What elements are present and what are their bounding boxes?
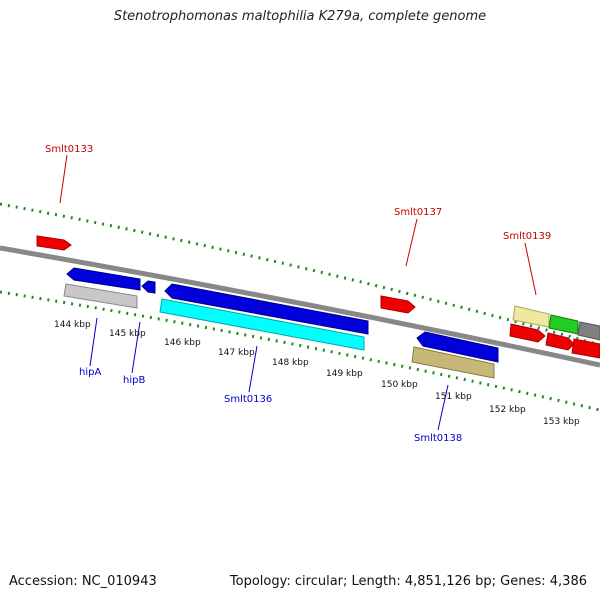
tick-label: 144 kbp (54, 320, 91, 330)
genome-backbone (0, 245, 600, 368)
gene-label-smlt0133[interactable]: Smlt0133 (45, 144, 93, 155)
genome-stats: Topology: circular; Length: 4,851,126 bp… (229, 574, 587, 589)
feature-smlt0139[interactable] (509, 305, 600, 359)
tick-label: 145 kbp (109, 329, 146, 339)
feature-hipa-gene (63, 283, 138, 309)
tick-label: 151 kbp (435, 392, 472, 402)
tick-label: 146 kbp (164, 338, 201, 348)
feature-hipb[interactable] (141, 280, 156, 294)
feature-hipa[interactable] (66, 267, 141, 291)
tick-label: 148 kbp (272, 358, 309, 368)
gene-label-smlt0137[interactable]: Smlt0137 (394, 207, 442, 218)
gene-label-smlt0136[interactable]: Smlt0136 (224, 394, 272, 405)
feature-smlt0133[interactable] (36, 235, 72, 251)
gene-label-hipb[interactable]: hipB (123, 375, 145, 386)
feature-smlt0136-gene (159, 298, 365, 351)
tick-label: 153 kbp (543, 417, 580, 427)
tick-label: 150 kbp (381, 380, 418, 390)
tick-label: 152 kbp (489, 405, 526, 415)
kbp-tick-labels: 144 kbp 145 kbp 146 kbp 147 kbp 148 kbp … (54, 320, 580, 427)
feature-smlt0136[interactable] (164, 283, 369, 335)
feature-smlt0138-gene (411, 346, 495, 379)
label-leaders (59, 154, 537, 431)
gene-label-hipa[interactable]: hipA (79, 367, 101, 378)
tick-label: 147 kbp (218, 348, 255, 358)
gene-label-smlt0138[interactable]: Smlt0138 (414, 433, 462, 444)
gene-label-smlt0139[interactable]: Smlt0139 (503, 231, 551, 242)
accession-text: Accession: NC_010943 (9, 574, 157, 589)
tick-label: 149 kbp (326, 369, 363, 379)
lower-tick-track (0, 290, 600, 412)
gene-labels: Smlt0133 Smlt0137 Smlt0139 hipA hipB Sml… (45, 144, 551, 444)
upper-tick-track (0, 202, 600, 347)
feature-smlt0138[interactable] (416, 331, 499, 363)
feature-smlt0137[interactable] (380, 295, 416, 314)
genome-title: Stenotrophomonas maltophilia K279a, comp… (113, 9, 487, 24)
